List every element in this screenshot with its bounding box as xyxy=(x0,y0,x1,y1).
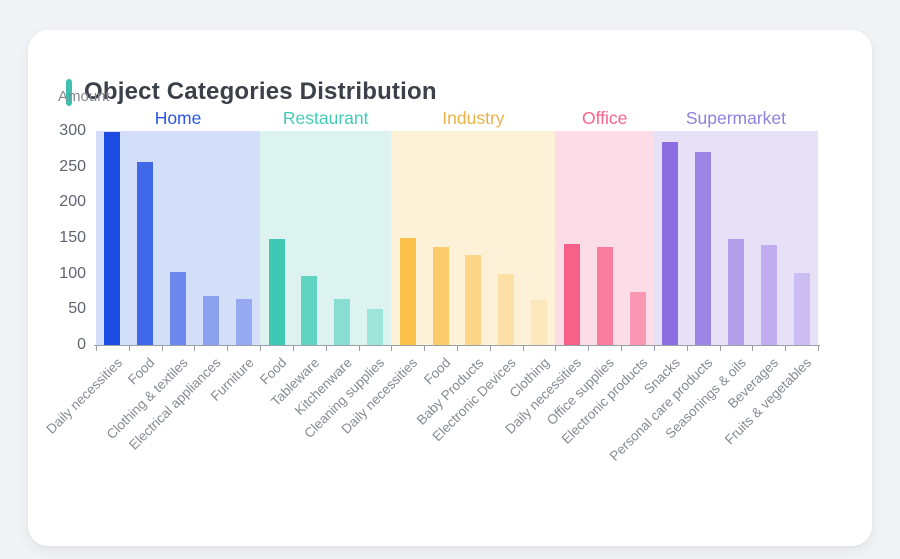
chart-header: Object Categories Distribution xyxy=(66,78,437,106)
bar[interactable] xyxy=(662,142,679,345)
x-axis-tick xyxy=(260,346,262,351)
bar[interactable] xyxy=(170,272,187,345)
x-axis-tick xyxy=(457,346,458,351)
bar[interactable] xyxy=(399,238,416,345)
x-axis-tick xyxy=(686,346,688,351)
x-axis-tick xyxy=(292,346,294,351)
y-tick-label: 300 xyxy=(59,122,86,139)
x-axis-tick xyxy=(719,346,721,351)
title-accent-bar xyxy=(66,78,72,106)
y-tick-label: 150 xyxy=(59,229,86,246)
bar[interactable] xyxy=(629,291,646,345)
x-axis-tick xyxy=(227,346,229,351)
y-tick-label: 200 xyxy=(59,193,86,211)
x-axis-tick xyxy=(424,346,426,351)
x-axis-tick xyxy=(785,346,787,351)
y-tick-label: 100 xyxy=(59,264,86,282)
chart-title: Object Categories Distribution xyxy=(84,78,437,105)
group-label-industry: Industry xyxy=(442,108,505,128)
bar[interactable] xyxy=(104,132,121,345)
bar[interactable] xyxy=(563,243,580,345)
bar[interactable] xyxy=(268,239,285,345)
bar[interactable] xyxy=(793,272,810,345)
bar[interactable] xyxy=(202,295,219,345)
bar[interactable] xyxy=(465,255,482,345)
chart-card: Object Categories Distribution Amount 0 5… xyxy=(28,30,872,546)
x-axis-tick xyxy=(522,346,524,351)
x-axis-tick xyxy=(555,346,557,351)
bar[interactable] xyxy=(531,300,548,345)
bar[interactable] xyxy=(432,246,449,345)
bar[interactable] xyxy=(334,298,351,345)
group-label-office: Office xyxy=(581,108,628,128)
bar[interactable] xyxy=(366,308,383,345)
y-tick-label: 0 xyxy=(77,336,86,353)
x-axis-line xyxy=(94,345,820,346)
group-label-restaurant: Restaurant xyxy=(282,108,369,128)
x-axis-tick xyxy=(161,346,163,351)
group-label-home: Home xyxy=(154,108,202,128)
x-axis-tick xyxy=(588,346,590,351)
bar[interactable] xyxy=(235,299,252,345)
x-axis-tick xyxy=(489,346,491,351)
x-axis-tick xyxy=(391,346,393,351)
bar[interactable] xyxy=(137,161,154,345)
y-tick-label: 250 xyxy=(59,157,86,175)
group-label-supermarket: Supermarket xyxy=(685,108,787,128)
bar[interactable] xyxy=(301,275,318,345)
x-axis-tick xyxy=(621,346,623,351)
x-axis-tick xyxy=(96,346,97,351)
y-axis-title: Amount xyxy=(58,88,110,105)
x-axis-tick xyxy=(128,346,130,351)
x-axis-tick xyxy=(752,346,754,351)
x-axis-tick xyxy=(194,346,196,351)
bar[interactable] xyxy=(760,245,777,345)
bar[interactable] xyxy=(727,239,744,345)
x-axis-tick xyxy=(653,346,655,351)
bar[interactable] xyxy=(498,274,515,345)
bar[interactable] xyxy=(695,151,712,345)
x-axis-tick xyxy=(325,346,327,351)
x-axis-tick xyxy=(358,346,360,351)
bar[interactable] xyxy=(596,246,613,345)
x-axis-tick xyxy=(818,346,819,351)
y-tick-label: 50 xyxy=(68,300,86,318)
